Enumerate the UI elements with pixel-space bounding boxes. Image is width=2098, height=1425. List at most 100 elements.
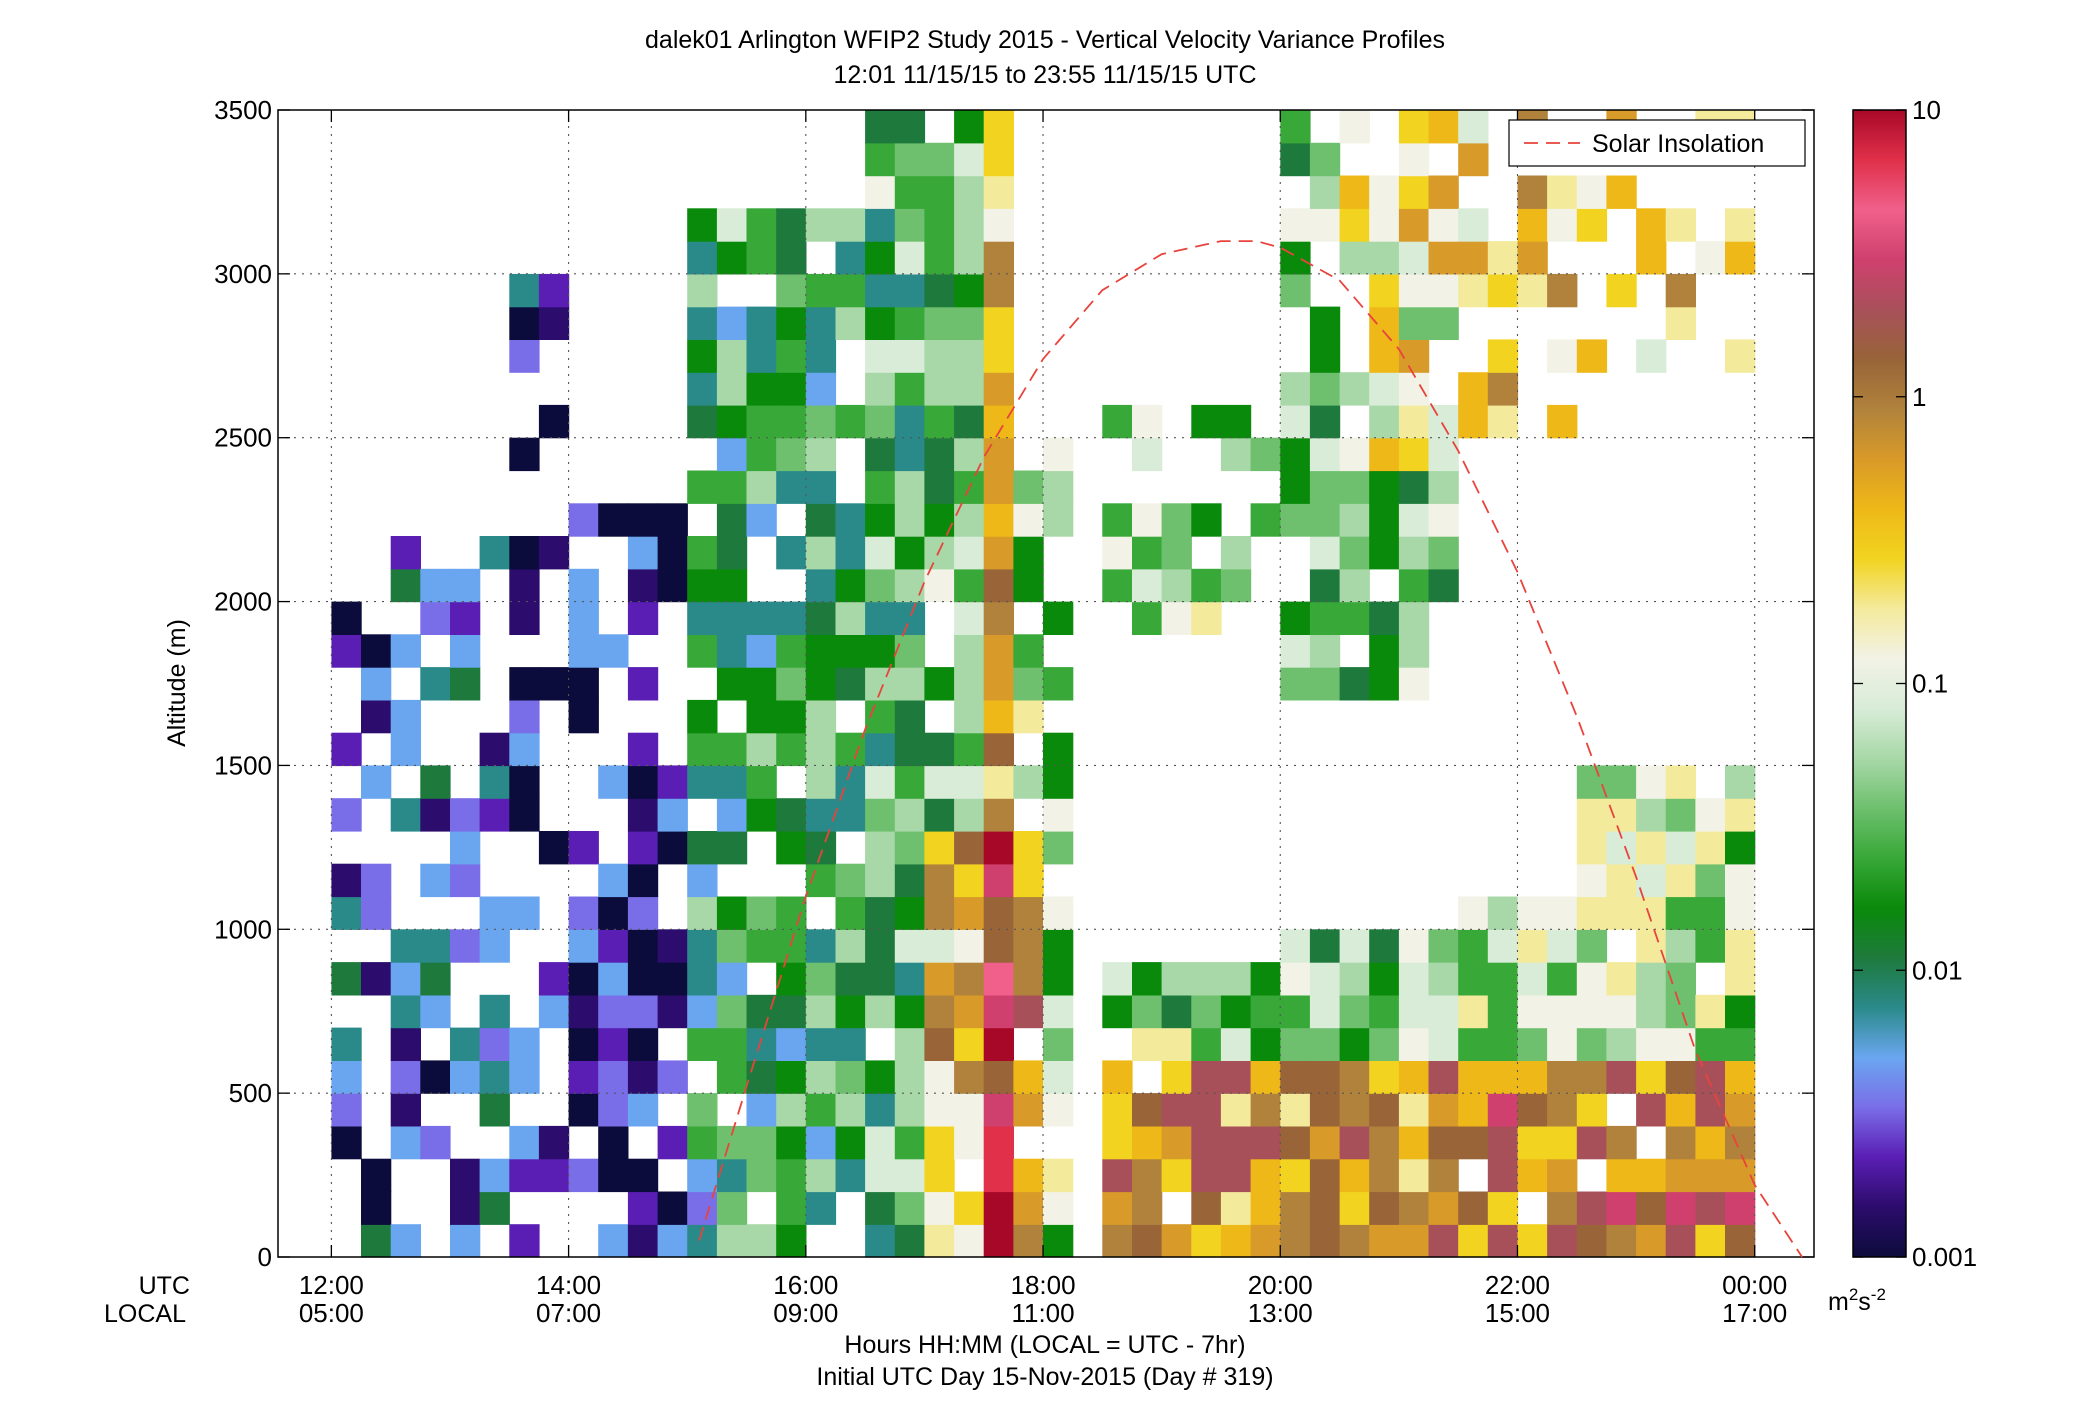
variance-cell bbox=[1695, 994, 1726, 1029]
variance-cell bbox=[983, 1060, 1014, 1094]
variance-cell bbox=[776, 929, 807, 963]
variance-cell bbox=[627, 536, 659, 570]
variance-cell bbox=[598, 1158, 629, 1193]
variance-cell bbox=[924, 241, 955, 275]
variance-cell bbox=[1398, 273, 1430, 308]
variance-cell bbox=[746, 437, 777, 472]
variance-cell bbox=[1013, 568, 1044, 603]
variance-cell bbox=[924, 798, 955, 832]
variance-cell bbox=[1398, 470, 1430, 504]
variance-cell bbox=[983, 503, 1014, 537]
variance-cell bbox=[687, 1158, 718, 1193]
variance-cell bbox=[1428, 175, 1459, 209]
variance-cell bbox=[390, 568, 421, 603]
variance-cell bbox=[361, 667, 392, 701]
variance-cell bbox=[865, 470, 896, 504]
variance-cell bbox=[361, 699, 392, 734]
variance-cell bbox=[1309, 1191, 1341, 1225]
variance-cell bbox=[954, 732, 985, 767]
variance-cell bbox=[1280, 1093, 1311, 1127]
variance-cell bbox=[1309, 536, 1341, 570]
variance-cell bbox=[1013, 962, 1044, 996]
variance-cell bbox=[894, 962, 926, 996]
variance-cell bbox=[865, 273, 896, 308]
variance-cell bbox=[1517, 208, 1548, 242]
variance-cell bbox=[776, 536, 807, 570]
variance-cell bbox=[598, 994, 629, 1029]
variance-cell bbox=[1161, 1093, 1192, 1127]
variance-cell bbox=[657, 1191, 688, 1225]
variance-cell bbox=[1487, 1027, 1519, 1061]
variance-cell bbox=[865, 1060, 896, 1094]
variance-cell bbox=[627, 798, 659, 832]
variance-cell bbox=[954, 1093, 985, 1127]
variance-cell bbox=[983, 863, 1014, 898]
variance-cell bbox=[1695, 241, 1726, 275]
variance-cell bbox=[1695, 863, 1726, 898]
variance-cell bbox=[746, 404, 777, 439]
variance-cell bbox=[805, 831, 837, 865]
variance-cell bbox=[1517, 1027, 1548, 1061]
variance-cell bbox=[1250, 1093, 1281, 1127]
variance-cell bbox=[1309, 1158, 1341, 1193]
variance-cell bbox=[1636, 208, 1667, 242]
variance-cell bbox=[954, 929, 985, 963]
variance-cell bbox=[954, 273, 985, 308]
variance-cell bbox=[1428, 929, 1459, 963]
variance-cell bbox=[1043, 1224, 1074, 1258]
variance-cell bbox=[1132, 1093, 1163, 1127]
variance-cell bbox=[450, 634, 481, 668]
variance-cell bbox=[924, 1027, 955, 1061]
variance-cell bbox=[954, 241, 985, 275]
variance-cell bbox=[1191, 601, 1222, 635]
variance-cell bbox=[983, 110, 1014, 144]
variance-cell bbox=[716, 1191, 748, 1225]
variance-cell bbox=[746, 699, 777, 734]
variance-cell bbox=[1102, 1125, 1133, 1160]
variance-cell bbox=[865, 404, 896, 439]
variance-cell bbox=[1398, 306, 1430, 340]
variance-cell bbox=[865, 962, 896, 996]
variance-cell bbox=[687, 404, 718, 439]
variance-cell bbox=[1636, 1224, 1667, 1258]
variance-cell bbox=[1132, 994, 1163, 1029]
utc-row-label: UTC bbox=[139, 1272, 190, 1300]
variance-cell bbox=[1606, 765, 1637, 799]
variance-cell bbox=[1636, 1027, 1667, 1061]
variance-cell bbox=[1517, 1060, 1548, 1094]
variance-cell bbox=[954, 339, 985, 373]
variance-cell bbox=[450, 863, 481, 898]
colorbar-unit-sup2: -2 bbox=[1871, 1285, 1886, 1304]
variance-cell bbox=[1043, 994, 1074, 1029]
variance-cell bbox=[1695, 1027, 1726, 1061]
variance-cell bbox=[983, 1027, 1014, 1061]
variance-cell bbox=[716, 536, 748, 570]
variance-cell bbox=[776, 1158, 807, 1193]
variance-cell bbox=[894, 241, 926, 275]
variance-cell bbox=[509, 667, 540, 701]
variance-cell bbox=[1487, 273, 1519, 308]
variance-cell bbox=[716, 503, 748, 537]
variance-cell bbox=[1102, 1060, 1133, 1094]
variance-cell bbox=[865, 142, 896, 177]
variance-cell bbox=[716, 208, 748, 242]
variance-cell bbox=[361, 634, 392, 668]
variance-cell bbox=[1250, 503, 1281, 537]
variance-cell bbox=[835, 536, 866, 570]
variance-cell bbox=[1428, 568, 1459, 603]
variance-cell bbox=[1250, 962, 1281, 996]
variance-cell bbox=[894, 110, 926, 144]
variance-cell bbox=[1220, 536, 1252, 570]
variance-cell bbox=[1517, 962, 1548, 996]
variance-cell bbox=[1665, 273, 1696, 308]
variance-cell bbox=[1161, 1125, 1192, 1160]
variance-cell bbox=[568, 1060, 599, 1094]
variance-cell bbox=[568, 929, 599, 963]
variance-cell bbox=[865, 929, 896, 963]
variance-cell bbox=[1695, 929, 1726, 963]
variance-cell bbox=[894, 372, 926, 406]
variance-cell bbox=[450, 1191, 481, 1225]
variance-cell bbox=[1369, 929, 1400, 963]
variance-cell bbox=[1339, 208, 1370, 242]
variance-cell bbox=[1695, 1224, 1726, 1258]
